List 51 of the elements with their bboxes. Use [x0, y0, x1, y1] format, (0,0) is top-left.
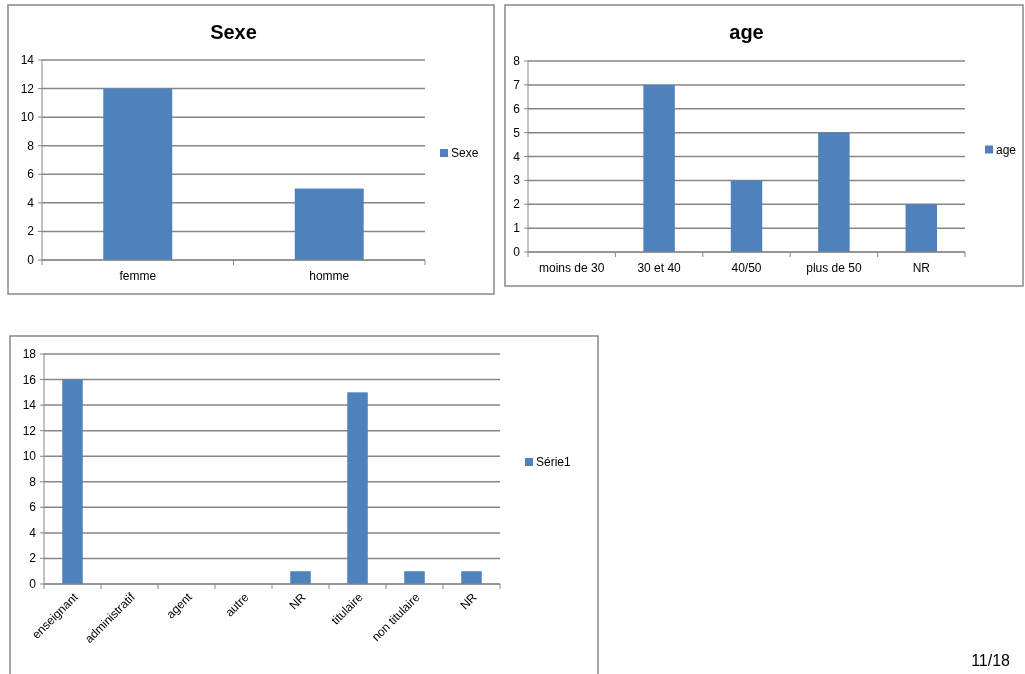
- y-tick-label: 6: [29, 500, 37, 515]
- y-tick-label: 12: [20, 81, 35, 96]
- y-tick-label: 2: [29, 551, 37, 566]
- x-tick-label: 30 et 40: [637, 261, 682, 275]
- y-tick-label: 10: [20, 110, 35, 125]
- x-tick-label: NR: [286, 589, 309, 613]
- chart-title: Sexe: [210, 21, 257, 43]
- x-tick-label: NR: [912, 261, 931, 275]
- chart-title: age: [729, 21, 764, 43]
- y-tick-label: 4: [29, 525, 37, 540]
- y-tick-label: 16: [22, 372, 37, 387]
- y-tick-label: 5: [513, 125, 521, 140]
- bar: [347, 392, 368, 584]
- y-tick-label: 14: [20, 53, 35, 67]
- y-tick-label: 7: [513, 77, 521, 92]
- bar: [461, 571, 482, 584]
- x-tick-label: 40/50: [731, 261, 762, 275]
- bar: [404, 571, 425, 584]
- legend-label: age: [996, 142, 1017, 157]
- y-tick-label: 3: [513, 173, 521, 188]
- legend-label: Série1: [536, 455, 572, 469]
- legend-label: Sexe: [451, 146, 479, 160]
- bar: [905, 204, 938, 252]
- y-tick-label: 2: [513, 197, 521, 212]
- y-tick-label: 0: [29, 577, 37, 591]
- text: 11/18: [971, 652, 1011, 669]
- y-tick-label: 8: [513, 54, 521, 68]
- y-tick-label: 12: [22, 423, 37, 438]
- y-tick-label: 6: [513, 101, 521, 116]
- x-tick-label: NR: [457, 589, 480, 613]
- x-tick-label: femme: [119, 269, 157, 283]
- y-tick-label: 4: [27, 195, 35, 210]
- y-tick-label: 1: [513, 221, 521, 236]
- bar: [62, 379, 83, 584]
- x-tick-label: plus de 50: [806, 261, 862, 275]
- y-tick-label: 0: [27, 253, 35, 267]
- x-tick-label: homme: [309, 269, 350, 283]
- bar: [818, 132, 850, 252]
- y-tick-label: 14: [22, 398, 37, 413]
- x-tick-label: moins de 30: [539, 261, 605, 275]
- bar: [643, 84, 675, 252]
- y-tick-label: 8: [29, 474, 37, 489]
- y-tick-label: 2: [27, 224, 35, 239]
- bar: [730, 180, 763, 252]
- y-tick-label: 8: [27, 138, 35, 153]
- y-tick-label: 0: [513, 245, 521, 259]
- y-tick-label: 4: [513, 149, 521, 164]
- y-tick-label: 6: [27, 167, 35, 182]
- y-tick-label: 18: [22, 347, 37, 361]
- bar: [290, 571, 311, 584]
- y-tick-label: 10: [22, 449, 37, 464]
